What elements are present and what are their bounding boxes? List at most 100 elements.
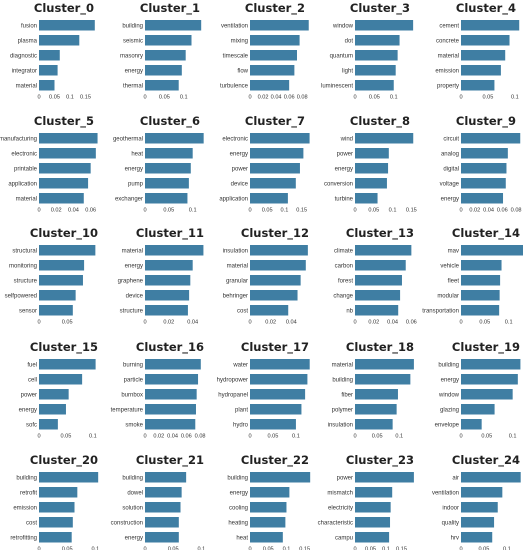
category-label: retrofitting [10,535,37,541]
category-label: power [337,151,353,157]
x-tick-label: 0.1 [505,320,513,326]
category-label: insulation [328,422,353,428]
x-tick-label: 0 [248,95,251,101]
category-label: cooling [229,505,248,511]
x-tick-label: 0.04 [68,208,79,214]
bar-circuit [461,133,521,144]
category-label: cell [28,377,37,383]
category-label: fuel [27,362,37,368]
bar-behringer [250,290,298,301]
category-label: energy [125,68,143,74]
category-label: plasma [18,38,38,44]
bar-electronic [39,148,96,159]
category-label: material [16,196,37,202]
category-label: energy [441,377,459,383]
category-label: light [342,68,353,74]
bar-energy [355,163,389,174]
category-label: climate [334,248,354,254]
category-label: retrofit [20,490,37,496]
bar-light [355,65,396,76]
x-tick-label: 0.05 [62,547,73,550]
category-label: energy [125,263,143,269]
x-tick-label: 0.04 [167,434,178,440]
category-label: power [232,166,248,172]
category-label: insulation [223,248,248,254]
x-tick-label: 0.04 [187,320,198,326]
category-label: energy [19,407,37,413]
x-tick-label: 0 [37,434,40,440]
category-label: construction [111,520,143,526]
category-label: vehicle [440,263,459,269]
bar-emission [39,502,75,513]
bar-smoke [145,419,196,430]
bar-power [39,389,69,400]
x-tick-label: 0.1 [180,95,188,101]
x-tick-label: 0 [459,320,462,326]
x-tick-label: 0.02 [153,434,164,440]
chart-panel-11: Cluster_11 material energy graphene device st… [118,226,204,326]
x-tick-label: 0.05 [368,208,379,214]
category-label: solution [122,505,143,511]
x-tick-label: 0 [143,547,146,550]
chart-title: Cluster_3 [350,1,410,16]
bar-device [250,178,296,189]
x-tick-label: 0 [459,208,462,214]
bar-masonry [145,50,186,61]
bar-climate [355,245,412,256]
x-tick-label: 0 [459,95,462,101]
bar-window [461,389,513,400]
x-tick-label: 0 [37,547,40,550]
bar-material [355,359,414,370]
bar-solution [145,502,181,513]
category-label: electronic [11,151,37,157]
category-label: wind [340,136,353,142]
bar-ventilation [461,487,503,498]
bar-insulation [250,245,308,256]
bar-building [39,472,99,483]
bar-structure [145,305,188,316]
chart-title: Cluster_10 [30,226,98,241]
category-label: flow [237,68,248,74]
category-label: integrator [12,68,37,74]
bar-mixing [250,35,300,46]
bar-wind [355,133,414,144]
category-label: energy [441,196,459,202]
category-label: timescale [223,53,249,59]
category-label: thermal [123,83,143,89]
category-label: turbulence [220,83,249,89]
x-tick-label: 0.1 [509,434,517,440]
chart-title: Cluster_0 [34,1,94,16]
category-label: glazing [440,407,459,413]
category-label: plant [235,407,248,413]
category-label: diagnostic [10,53,37,59]
chart-panel-20: Cluster_20 building retrofit emission cost re… [10,453,99,550]
category-label: modular [437,293,459,299]
category-label: building [122,475,143,481]
x-tick-label: 0.15 [80,95,91,101]
bar-material [461,50,506,61]
x-tick-label: 0.05 [262,208,273,214]
chart-title: Cluster_22 [241,453,309,468]
category-label: masonry [120,53,143,59]
category-label: forest [338,278,353,284]
category-label: cost [26,520,37,526]
x-tick-label: 0.1 [395,434,403,440]
category-label: electronic [222,136,248,142]
category-label: energy [125,535,143,541]
category-label: material [16,83,37,89]
x-tick-label: 0.05 [159,95,170,101]
category-label: building [227,475,248,481]
bar-power [355,472,414,483]
chart-title: Cluster_15 [30,340,98,355]
bar-quantum [355,50,398,61]
chart-title: Cluster_4 [456,1,516,16]
chart-panel-7: Cluster_7 electronic energy power device appl… [219,114,310,214]
category-label: energy [230,490,248,496]
bar-forest [355,275,402,286]
bar-temperature [145,404,196,415]
x-tick-label: 0.06 [181,434,192,440]
bar-vehicle [461,260,502,271]
category-label: turbine [335,196,354,202]
